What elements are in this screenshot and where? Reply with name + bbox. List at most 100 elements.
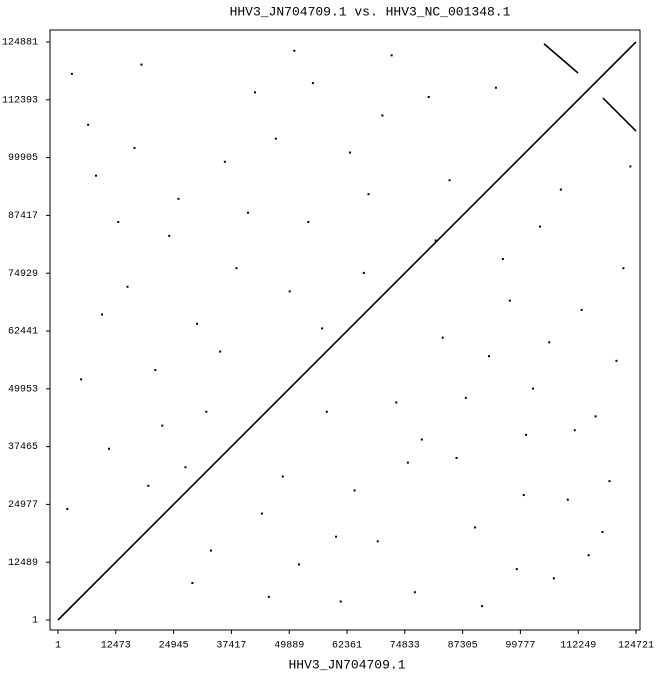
match-dot	[281, 475, 284, 478]
match-dot	[594, 415, 597, 418]
y-tick-label: 87417	[8, 211, 38, 222]
match-dot	[196, 322, 199, 325]
match-dot	[161, 424, 164, 427]
match-dot	[70, 72, 73, 75]
match-dot	[140, 63, 143, 66]
match-dot	[335, 535, 338, 538]
match-dot	[548, 341, 551, 344]
x-axis-label: HHV3_JN704709.1	[288, 657, 405, 672]
match-dot	[367, 193, 370, 196]
match-dot	[566, 498, 569, 501]
match-dot	[288, 290, 291, 293]
x-tick-label: 74833	[390, 641, 420, 652]
match-dot	[274, 137, 277, 140]
match-dot	[191, 581, 194, 584]
x-tick-label: 37417	[216, 641, 246, 652]
x-tick-label: 99777	[505, 641, 535, 652]
x-tick-label: 62361	[332, 641, 362, 652]
match-dot	[307, 220, 310, 223]
match-dot	[267, 595, 270, 598]
y-tick-label: 74929	[8, 269, 38, 280]
match-dot	[94, 174, 97, 177]
match-dot	[448, 179, 451, 182]
match-dot	[223, 160, 226, 163]
chart-title: HHV3_JN704709.1 vs. HHV3_NC_001348.1	[230, 4, 511, 19]
plot-frame	[49, 29, 641, 631]
x-tick-label: 124721	[618, 641, 654, 652]
x-tick-label: 12473	[101, 641, 131, 652]
x-tick-label: 1	[55, 641, 61, 652]
match-dot	[260, 512, 263, 515]
match-dot	[154, 369, 157, 372]
y-tick-label: 24977	[8, 500, 38, 511]
match-dot	[390, 54, 393, 57]
match-dot	[474, 526, 477, 529]
y-tick-label: 112393	[2, 95, 38, 106]
match-dot	[580, 308, 583, 311]
match-dot	[133, 146, 136, 149]
x-tick-label: 87305	[448, 641, 478, 652]
match-dot	[321, 327, 324, 330]
match-dot	[508, 299, 511, 302]
match-dot	[552, 577, 555, 580]
match-dot	[464, 396, 467, 399]
match-dot	[247, 211, 250, 214]
match-dot	[126, 285, 129, 288]
match-dot	[381, 114, 384, 117]
match-dot	[395, 401, 398, 404]
y-tick-label: 12489	[8, 558, 38, 569]
match-dot	[441, 336, 444, 339]
match-dot	[487, 355, 490, 358]
match-dot	[205, 410, 208, 413]
match-dot	[427, 95, 430, 98]
x-tick-label: 24945	[159, 641, 189, 652]
match-dot	[87, 123, 90, 126]
match-dot	[147, 484, 150, 487]
match-dot	[455, 457, 458, 460]
match-dot	[325, 410, 328, 413]
match-dot	[66, 507, 69, 510]
match-dot	[339, 600, 342, 603]
match-dot	[376, 540, 379, 543]
match-dot	[559, 188, 562, 191]
match-dot	[293, 49, 296, 52]
match-dot	[573, 429, 576, 432]
match-dot	[522, 494, 525, 497]
match-dot	[406, 461, 409, 464]
match-dot	[362, 271, 365, 274]
match-dot	[235, 267, 238, 270]
match-dot	[117, 220, 120, 223]
match-dot	[184, 466, 187, 469]
match-dot	[353, 489, 356, 492]
match-dot	[101, 313, 104, 316]
match-dot	[587, 554, 590, 557]
match-dot	[209, 549, 212, 552]
match-dot	[420, 438, 423, 441]
match-dot	[413, 591, 416, 594]
match-dot	[501, 257, 504, 260]
match-dot	[348, 151, 351, 154]
match-dot	[434, 239, 437, 242]
match-dot	[481, 605, 484, 608]
match-dot	[80, 378, 83, 381]
match-dot	[525, 433, 528, 436]
match-dot	[168, 234, 171, 237]
match-dot	[615, 359, 618, 362]
match-dot	[311, 82, 314, 85]
match-dot	[219, 350, 222, 353]
match-dot	[177, 197, 180, 200]
match-dot	[538, 225, 541, 228]
y-tick-label: 62441	[8, 327, 38, 338]
x-tick-label: 49889	[274, 641, 304, 652]
match-dot	[297, 563, 300, 566]
y-tick-label: 99905	[8, 153, 38, 164]
y-tick-label: 49953	[8, 384, 38, 395]
y-tick-label: 37465	[8, 442, 38, 453]
match-segment	[602, 97, 637, 132]
match-dot	[494, 86, 497, 89]
y-tick-label: 124881	[2, 38, 38, 49]
match-dot	[629, 165, 632, 168]
match-dot	[532, 387, 535, 390]
match-segment	[543, 43, 579, 74]
